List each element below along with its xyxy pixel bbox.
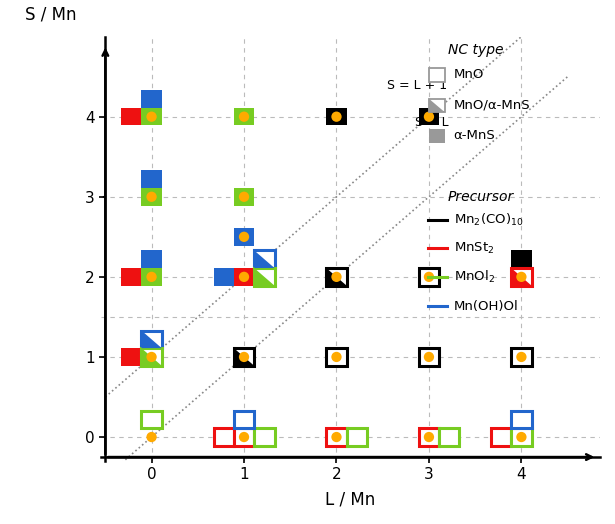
Text: Mn$_2$(CO)$_{10}$: Mn$_2$(CO)$_{10}$: [454, 212, 523, 227]
Bar: [234, 348, 254, 366]
Bar: [234, 428, 254, 446]
Text: MnOl$_2$: MnOl$_2$: [454, 269, 494, 286]
Polygon shape: [141, 331, 162, 348]
Bar: [254, 428, 274, 446]
Polygon shape: [254, 268, 274, 286]
Bar: [141, 108, 162, 126]
Bar: [121, 268, 141, 286]
Bar: [419, 268, 439, 286]
Point: [424, 353, 434, 361]
Bar: [327, 428, 347, 446]
Bar: [419, 108, 439, 126]
Bar: [141, 331, 162, 348]
Bar: [141, 188, 162, 205]
Text: S = L + 1: S = L + 1: [387, 79, 448, 92]
Polygon shape: [234, 348, 254, 366]
Text: α-MnS: α-MnS: [454, 129, 496, 143]
Bar: [327, 268, 347, 286]
Point: [517, 433, 526, 441]
Point: [239, 233, 249, 241]
Y-axis label: S / Mn: S / Mn: [25, 6, 76, 24]
Bar: [234, 411, 254, 428]
Bar: [213, 268, 234, 286]
Point: [146, 353, 156, 361]
Point: [239, 193, 249, 201]
Bar: [141, 170, 162, 188]
Point: [146, 193, 156, 201]
Bar: [141, 90, 162, 108]
Bar: [327, 108, 347, 126]
Point: [517, 353, 526, 361]
Bar: [121, 348, 141, 366]
Bar: [234, 228, 254, 246]
Point: [331, 433, 341, 441]
Point: [239, 433, 249, 441]
Bar: [419, 428, 439, 446]
Bar: [141, 348, 162, 366]
Text: Precursor: Precursor: [448, 190, 514, 204]
Point: [517, 272, 526, 281]
Point: [146, 433, 156, 441]
Point: [424, 113, 434, 121]
Text: MnO/α-MnS: MnO/α-MnS: [454, 99, 530, 112]
Bar: [234, 268, 254, 286]
Point: [239, 353, 249, 361]
Bar: [511, 411, 531, 428]
Text: NC type: NC type: [448, 43, 503, 57]
Bar: [511, 428, 531, 446]
Point: [331, 272, 341, 281]
Polygon shape: [254, 250, 274, 268]
Bar: [347, 428, 367, 446]
Bar: [429, 99, 445, 112]
Bar: [511, 348, 531, 366]
Bar: [234, 108, 254, 126]
Text: Mn(OH)Ol: Mn(OH)Ol: [454, 300, 518, 313]
X-axis label: L / Mn: L / Mn: [325, 491, 376, 509]
Bar: [141, 250, 162, 268]
Bar: [439, 428, 459, 446]
Point: [424, 272, 434, 281]
Text: S = L: S = L: [415, 116, 449, 129]
Bar: [511, 268, 531, 286]
Point: [331, 113, 341, 121]
Polygon shape: [511, 268, 531, 286]
Polygon shape: [141, 348, 162, 366]
Bar: [141, 268, 162, 286]
Polygon shape: [327, 268, 347, 286]
Bar: [254, 268, 274, 286]
Bar: [213, 428, 234, 446]
Point: [239, 272, 249, 281]
Point: [146, 272, 156, 281]
Text: MnO: MnO: [454, 68, 484, 81]
Point: [239, 113, 249, 121]
Bar: [429, 68, 445, 82]
Point: [146, 113, 156, 121]
Bar: [419, 348, 439, 366]
Bar: [141, 411, 162, 428]
Point: [424, 433, 434, 441]
Bar: [429, 129, 445, 143]
Bar: [511, 250, 531, 268]
Bar: [327, 348, 347, 366]
Text: MnSt$_2$: MnSt$_2$: [454, 241, 494, 256]
Point: [331, 353, 341, 361]
Bar: [254, 250, 274, 268]
Bar: [491, 428, 511, 446]
Polygon shape: [429, 99, 445, 112]
Bar: [121, 108, 141, 126]
Bar: [234, 188, 254, 205]
